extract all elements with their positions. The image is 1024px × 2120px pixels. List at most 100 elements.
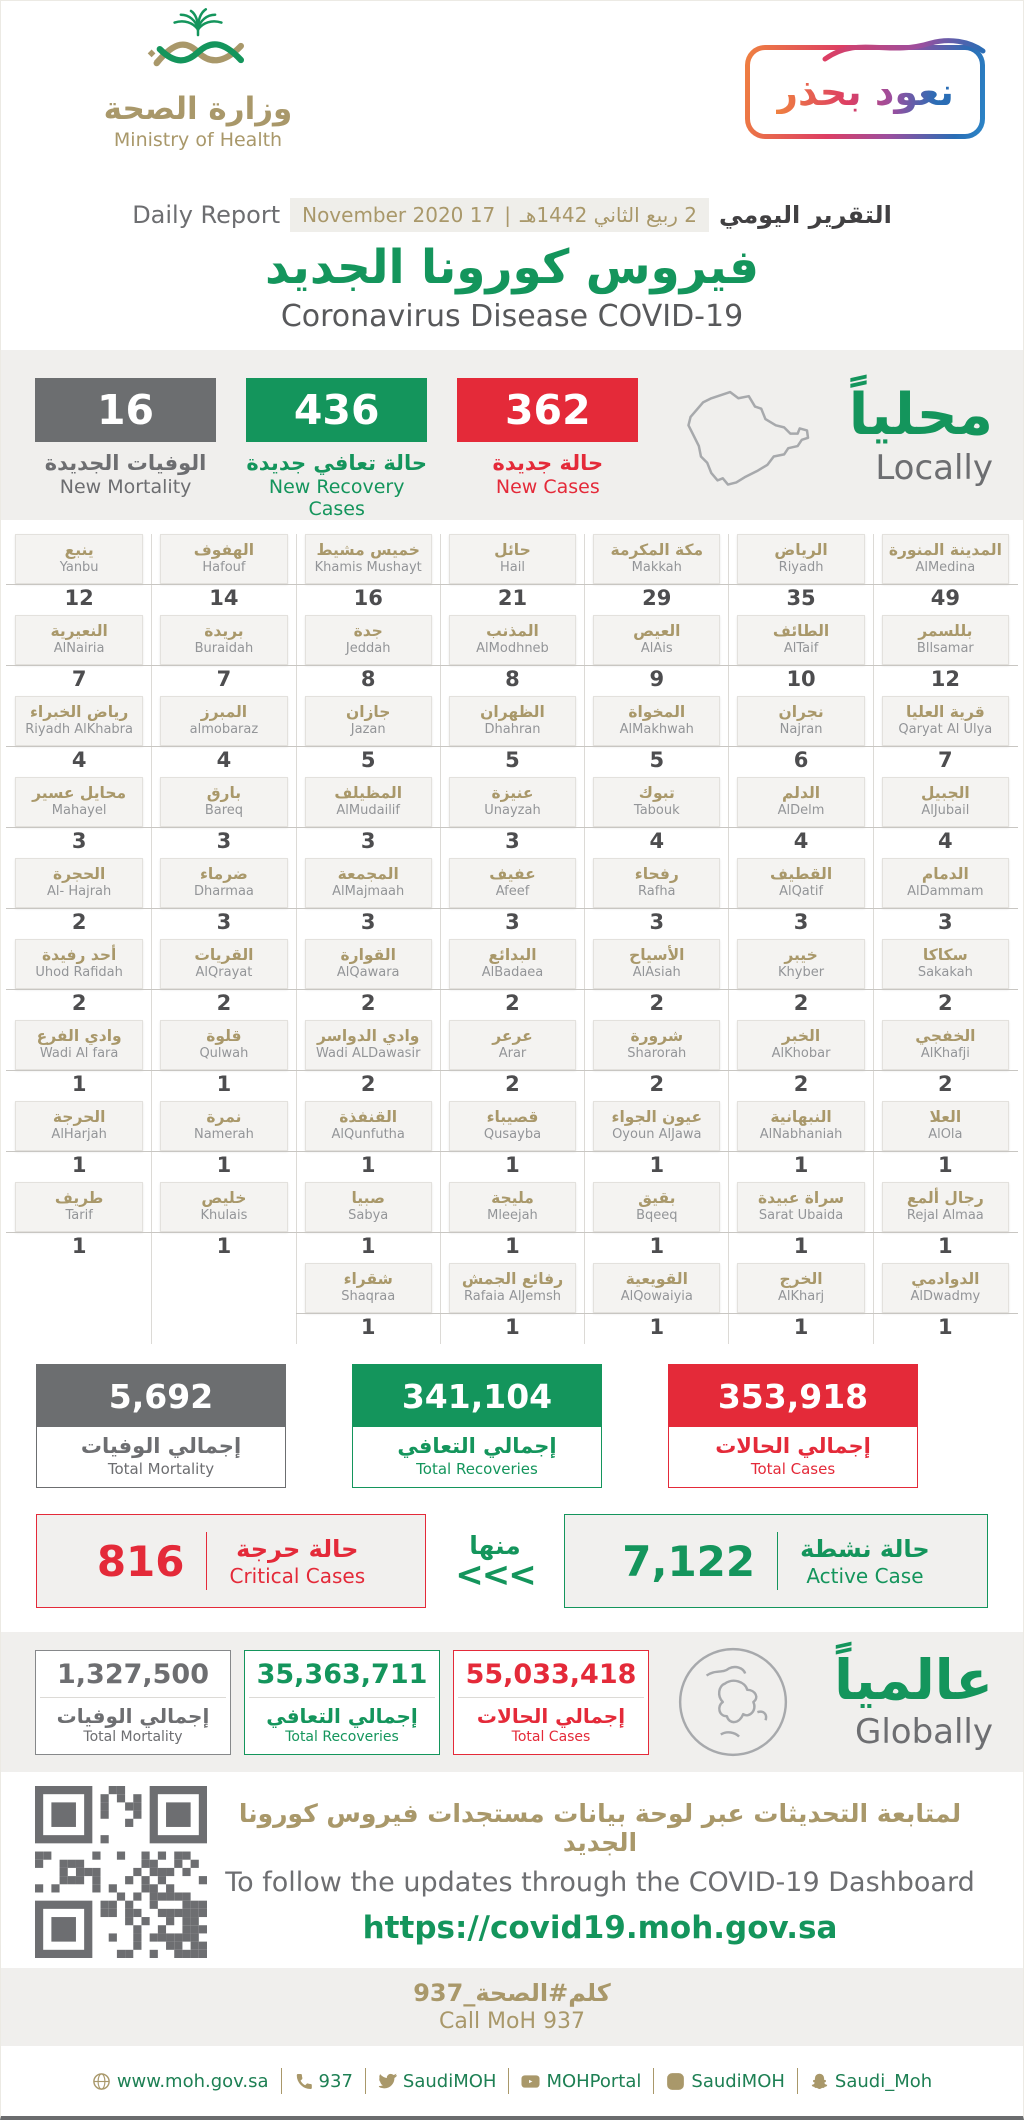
footer-snapchat-link[interactable]: Saudi_Moh xyxy=(810,2071,932,2092)
city-entry: صبيا Sabya 1 xyxy=(295,1182,441,1260)
moh-logo: وزارة الصحة Ministry of Health xyxy=(53,7,343,151)
divider xyxy=(6,1232,153,1233)
city-new-cases-value: 3 xyxy=(216,829,232,853)
footer-instagram-link[interactable]: SaudiMOH xyxy=(666,2071,785,2092)
city-name-box: الدوادمي AlDwadmy xyxy=(881,1263,1009,1313)
city-name-box: البدائع AlBadaea xyxy=(448,939,577,989)
city-name-ar: أحد رفيدة xyxy=(41,946,117,965)
report-date: 2 ربيع الثاني 1442هـ | 17 November 2020 xyxy=(290,198,710,232)
city-name-ar: بارق xyxy=(206,784,242,803)
divider xyxy=(439,584,586,585)
city-name-ar: النبهانية xyxy=(770,1108,832,1127)
divider xyxy=(295,827,441,828)
divider xyxy=(295,908,441,909)
city-name-en: Riyadh AlKhabra xyxy=(25,721,133,737)
city-name-box: الخفجي AlKhafji xyxy=(881,1020,1009,1070)
badge-swoosh-icon xyxy=(822,38,986,62)
city-new-cases-value: 14 xyxy=(209,586,239,610)
city-name-ar: الحجرة xyxy=(53,865,106,884)
city-name-en: Sabya xyxy=(348,1207,389,1223)
city-new-cases-value: 2 xyxy=(938,1072,953,1096)
critical-cases-label-en: Critical Cases xyxy=(229,1563,366,1588)
divider xyxy=(872,989,1018,990)
city-new-cases-value: 4 xyxy=(793,829,809,853)
city-name-en: Hafouf xyxy=(202,559,246,575)
footer-phone[interactable]: 937 xyxy=(294,2071,353,2092)
city-new-cases-value: 1 xyxy=(505,1153,520,1177)
divider xyxy=(584,827,730,828)
critical-cases-card: 816 حالة حرجة Critical Cases xyxy=(36,1514,426,1608)
city-entry: القطيف AlQatif 3 xyxy=(728,858,874,936)
divider xyxy=(728,665,874,666)
city-new-cases-value: 7 xyxy=(938,748,953,772)
divider xyxy=(584,908,730,909)
city-name-en: Najran xyxy=(779,721,823,737)
city-name-box: عيون الجواء Oyoun AlJawa xyxy=(593,1101,721,1151)
city-name-box: الحجرة Al- Hajrah xyxy=(15,858,144,908)
divider xyxy=(6,1151,153,1152)
city-entry: شقراء Shaqraa 1 xyxy=(295,1263,441,1341)
city-name-box: الأسياح AlAsiah xyxy=(593,939,721,989)
divider xyxy=(872,1313,1018,1314)
city-entry: عنيزة Unayzah 3 xyxy=(439,777,586,855)
city-name-ar: ضرماء xyxy=(199,865,248,884)
city-name-ar: العيص xyxy=(633,622,681,641)
city-entry: رفحاء Rafha 3 xyxy=(584,858,730,936)
city-new-cases-value: 2 xyxy=(938,991,953,1015)
city-name-en: Makkah xyxy=(631,559,682,575)
city-entry: مكة المكرمة Makkah 29 xyxy=(584,534,730,612)
total-recoveries-label-ar: إجمالي التعافي xyxy=(397,1434,557,1458)
city-name-box: المظيلف AlMudailif xyxy=(304,777,432,827)
city-name-ar: الخرج xyxy=(779,1270,823,1289)
city-name-box: القويعية AlQowaiyia xyxy=(593,1263,721,1313)
global-recoveries-label-en: Total Recoveries xyxy=(285,1728,399,1745)
city-name-box: صبيا Sabya xyxy=(304,1182,432,1232)
city-name-en: AlJubail xyxy=(921,802,970,818)
city-entry: تبوك Tabouk 4 xyxy=(584,777,730,855)
city-name-box: رياض الخبراء Riyadh AlKhabra xyxy=(15,696,144,746)
city-name-box: وادي الفرع Wadi Al fara xyxy=(15,1020,144,1070)
footer-twitter-link[interactable]: SaudiMOH xyxy=(378,2071,496,2092)
divider xyxy=(6,746,153,747)
city-name-box: الخرج AlKharj xyxy=(737,1263,865,1313)
city-name-ar: صبيا xyxy=(351,1189,385,1208)
city-new-cases-value: 5 xyxy=(649,748,665,772)
city-name-ar: شقراء xyxy=(343,1270,393,1289)
global-recoveries-value: 35,363,711 xyxy=(249,1659,435,1698)
city-new-cases-value: 1 xyxy=(216,1153,232,1177)
city-name-en: Tabouk xyxy=(633,802,680,818)
city-new-cases-value: 3 xyxy=(216,910,232,934)
city-name-ar: عنيزة xyxy=(491,784,534,803)
city-new-cases-value: 5 xyxy=(360,748,376,772)
city-name-ar: المدينة المنورة xyxy=(888,541,1002,560)
divider xyxy=(728,827,874,828)
city-new-cases-value: 9 xyxy=(649,667,665,691)
totals-row: 5,692 إجمالي الوفيات Total Mortality 341… xyxy=(36,1364,1023,1488)
global-cases-label-en: Total Cases xyxy=(511,1728,591,1745)
city-entry: رجال ألمع Rejal Almaa 1 xyxy=(872,1182,1018,1260)
city-new-cases-value: 3 xyxy=(649,910,665,934)
city-name-ar: محايل عسير xyxy=(32,784,127,803)
city-name-ar: بللسمر xyxy=(918,622,973,641)
city-name-box: تبوك Tabouk xyxy=(593,777,721,827)
date-hijri: 2 ربيع الثاني 1442هـ xyxy=(519,203,698,227)
global-recoveries-label-ar: إجمالي التعافي xyxy=(266,1703,418,1728)
divider xyxy=(439,827,586,828)
footer-youtube-link[interactable]: MOHPortal xyxy=(521,2071,641,2092)
main-title-arabic: فيروس كورونا الجديد xyxy=(265,240,759,295)
city-name-en: Buraidah xyxy=(194,640,254,656)
footer-website-link[interactable]: www.moh.gov.sa xyxy=(92,2071,269,2092)
active-cases-value: 7,122 xyxy=(622,1536,756,1586)
city-entry: قصيباء Qusayba 1 xyxy=(439,1101,586,1179)
divider xyxy=(6,827,153,828)
city-name-ar: العلا xyxy=(929,1108,962,1127)
city-new-cases-value: 2 xyxy=(649,1072,665,1096)
city-name-box: نمرة Namerah xyxy=(160,1101,288,1151)
city-new-cases-value: 1 xyxy=(360,1153,376,1177)
dashboard-url-link[interactable]: https://covid19.moh.gov.sa xyxy=(362,1909,838,1946)
city-entry: الحجرة Al- Hajrah 2 xyxy=(6,858,153,936)
divider xyxy=(151,665,297,666)
total-cases-label-ar: إجمالي الحالات xyxy=(715,1434,871,1458)
city-new-cases-value: 3 xyxy=(360,910,376,934)
city-name-box: بارق Bareq xyxy=(160,777,288,827)
